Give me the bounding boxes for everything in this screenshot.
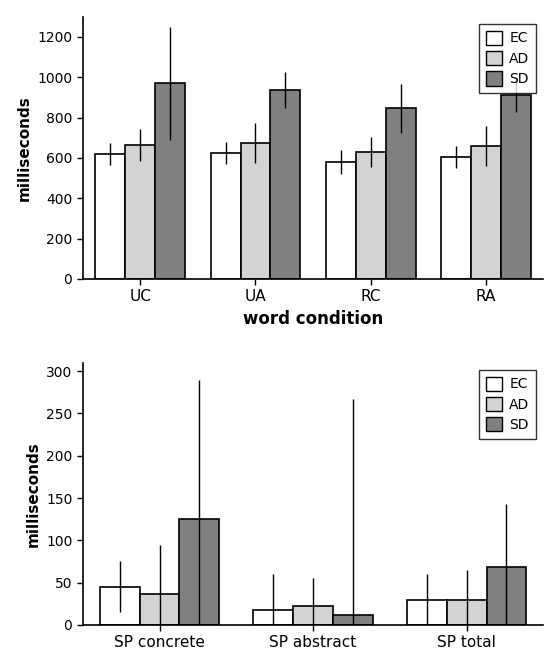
Bar: [253, 610, 293, 625]
Bar: [95, 154, 125, 279]
Bar: [293, 606, 333, 625]
Bar: [155, 83, 185, 279]
Bar: [100, 587, 139, 625]
Y-axis label: milliseconds: milliseconds: [17, 95, 32, 201]
Bar: [333, 615, 373, 625]
Bar: [211, 153, 240, 279]
Bar: [386, 109, 416, 279]
Bar: [447, 600, 487, 625]
Bar: [501, 95, 531, 279]
Bar: [125, 145, 155, 279]
Bar: [270, 90, 300, 279]
Legend: EC, AD, SD: EC, AD, SD: [479, 23, 536, 93]
Bar: [180, 519, 220, 625]
Y-axis label: milliseconds: milliseconds: [25, 441, 40, 547]
Bar: [326, 162, 356, 279]
Bar: [356, 152, 386, 279]
Bar: [487, 568, 526, 625]
X-axis label: word condition: word condition: [243, 310, 383, 328]
Bar: [240, 143, 270, 279]
Bar: [139, 594, 180, 625]
Legend: EC, AD, SD: EC, AD, SD: [479, 370, 536, 439]
Bar: [441, 157, 471, 279]
Bar: [407, 600, 447, 625]
Bar: [471, 146, 501, 279]
